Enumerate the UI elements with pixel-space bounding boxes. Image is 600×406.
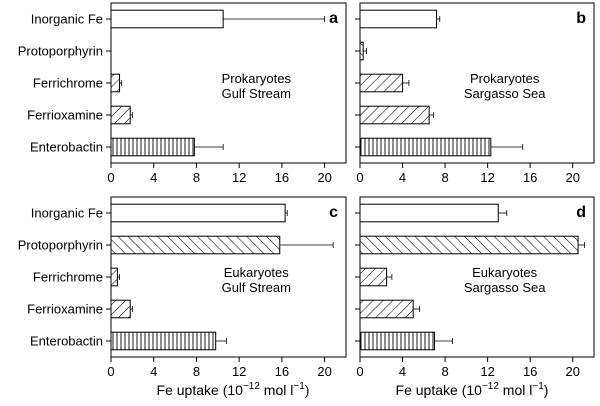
panel-c: 0 4 8 12 16 20 Inorganic Fe Protoporphyrin Ferri… <box>18 196 347 379</box>
panel-annotation: Prokaryotes <box>470 71 540 86</box>
panel-annotation: Sargasso Sea <box>464 86 546 101</box>
panel-annotation: Eukaryotes <box>472 265 538 280</box>
category-label: Enterobactin <box>30 140 103 155</box>
bar-protoporphyrin <box>110 235 281 255</box>
panel-letter: d <box>576 204 586 221</box>
panel-annotation: Sargasso Sea <box>464 280 546 295</box>
bar-ferrichrome <box>110 73 121 93</box>
category-label: Ferrichrome <box>33 270 103 285</box>
x-tick-label: 12 <box>480 364 494 379</box>
x-tick-label: 8 <box>441 170 448 185</box>
bar-ferrioxamine <box>110 299 131 319</box>
panel-annotation: Gulf Stream <box>222 280 291 295</box>
category-label: Enterobactin <box>30 334 103 349</box>
x-tick-label: 8 <box>441 364 448 379</box>
x-tick-label: 0 <box>107 364 114 379</box>
x-tick-label: 16 <box>523 364 537 379</box>
x-tick-label: 4 <box>399 170 406 185</box>
panel-a: 0 4 8 12 16 20 Inorganic Fe Protoporphyrin Ferri… <box>18 2 347 185</box>
bar-protoporphyrin <box>359 41 364 61</box>
bar-inorganic-fe <box>359 203 499 223</box>
bar-ferrioxamine <box>359 299 414 319</box>
x-tick-label: 20 <box>317 364 331 379</box>
x-tick-label: 20 <box>565 170 579 185</box>
x-tick-label: 0 <box>356 364 363 379</box>
panel-letter: b <box>576 10 586 27</box>
panel-annotation: Prokaryotes <box>222 71 292 86</box>
bar-inorganic-fe <box>110 9 224 29</box>
bar-enterobactin <box>110 331 217 351</box>
x-tick-label: 0 <box>356 170 363 185</box>
category-label: Inorganic Fe <box>31 12 103 27</box>
x-tick-label: 20 <box>317 170 331 185</box>
x-tick-label: 20 <box>565 364 579 379</box>
bar-ferrichrome <box>359 267 388 287</box>
category-label: Ferrichrome <box>33 76 103 91</box>
panel-annotation: Gulf Stream <box>222 86 291 101</box>
bar-ferrichrome <box>359 73 404 93</box>
x-tick-label: 8 <box>193 364 200 379</box>
x-tick-label: 12 <box>232 364 246 379</box>
x-tick-label: 16 <box>275 170 289 185</box>
panel-annotation: Eukaryotes <box>224 265 290 280</box>
category-label: Ferrioxamine <box>27 302 103 317</box>
panel-letter: c <box>329 204 338 221</box>
bar-enterobactin <box>110 137 195 157</box>
bar-ferrichrome <box>110 267 118 287</box>
x-tick-label: 8 <box>193 170 200 185</box>
category-label: Ferrioxamine <box>27 108 103 123</box>
x-tick-label: 4 <box>150 364 157 379</box>
x-tick-label: 16 <box>523 170 537 185</box>
x-axis-label-right: Fe uptake (10−12 mol l−1) <box>396 381 549 398</box>
category-label: Protoporphyrin <box>18 44 103 59</box>
x-tick-label: 4 <box>399 364 406 379</box>
bar-inorganic-fe <box>110 203 286 223</box>
x-tick-label: 4 <box>150 170 157 185</box>
bar-enterobactin <box>359 137 492 157</box>
x-tick-label: 12 <box>232 170 246 185</box>
category-label: Inorganic Fe <box>31 206 103 221</box>
x-tick-label: 12 <box>480 170 494 185</box>
bar-inorganic-fe <box>359 9 438 29</box>
bar-protoporphyrin <box>359 235 579 255</box>
x-tick-label: 16 <box>275 364 289 379</box>
category-label: Protoporphyrin <box>18 238 103 253</box>
x-axis-label-left: Fe uptake (10−12 mol l−1) <box>157 381 310 398</box>
bar-ferrioxamine <box>359 105 430 125</box>
bar-enterobactin <box>359 331 435 351</box>
x-tick-label: 0 <box>107 170 114 185</box>
panel-letter: a <box>329 10 338 27</box>
bar-ferrioxamine <box>110 105 131 125</box>
